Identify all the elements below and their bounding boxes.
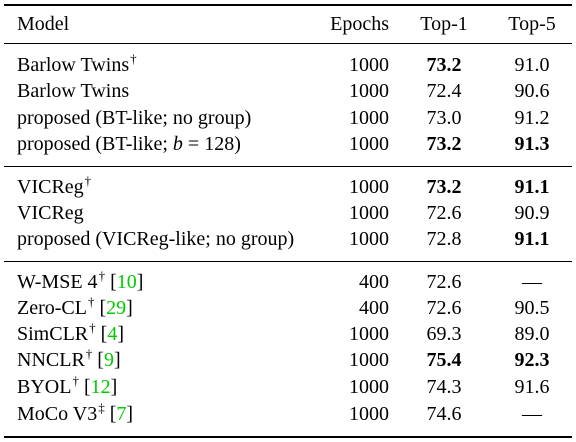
top1-value: 72.6 <box>426 202 462 224</box>
footnote-mark: ‡ <box>98 400 105 415</box>
citation-link[interactable]: 9 <box>103 349 114 371</box>
model-name: SimCLR† [4] <box>17 320 124 345</box>
header-epochs: Epochs <box>330 13 389 35</box>
table-row: NNCLR† [9] 1000 75.4 92.3 <box>0 347 576 373</box>
footnote-mark: † <box>84 173 92 188</box>
model-name: proposed (BT-like; b = 128) <box>17 133 241 155</box>
table-row: Zero-CL† [29] 400 72.6 90.5 <box>0 295 576 321</box>
epochs-value: 1000 <box>349 376 389 398</box>
top5-value: 90.5 <box>514 297 550 319</box>
top5-value: 91.6 <box>514 376 550 398</box>
header-row: Model Epochs Top-1 Top-5 <box>0 11 576 37</box>
model-name: proposed (VICReg-like; no group) <box>17 228 295 250</box>
epochs-value: 1000 <box>349 80 389 102</box>
top5-value: 91.2 <box>514 107 550 129</box>
top5-value: — <box>522 271 542 293</box>
top5-value: 92.3 <box>514 349 550 371</box>
top5-value: 91.1 <box>514 228 550 250</box>
top1-value: 72.8 <box>426 228 462 250</box>
epochs-value: 400 <box>359 271 389 293</box>
top1-value: 74.3 <box>426 376 462 398</box>
model-name: Zero-CL† [29] <box>17 294 133 319</box>
footnote-mark: † <box>72 373 79 388</box>
model-name: MoCo V3‡ [7] <box>17 400 134 425</box>
bottom-rule <box>4 436 572 438</box>
footnote-mark: † <box>89 320 96 335</box>
top1-value: 74.6 <box>426 403 462 425</box>
top1-value: 69.3 <box>426 323 462 345</box>
top5-value: 91.1 <box>514 176 550 198</box>
citation-link[interactable]: 10 <box>116 271 137 293</box>
top1-value: 73.2 <box>426 54 462 76</box>
batch-variable: b <box>172 133 183 155</box>
header-model: Model <box>17 13 70 35</box>
top-rule <box>4 4 572 6</box>
epochs-value: 400 <box>359 297 389 319</box>
table-row: SimCLR† [4] 1000 69.3 89.0 <box>0 321 576 347</box>
header-top5: Top-5 <box>508 13 556 35</box>
top5-value: 89.0 <box>514 323 550 345</box>
model-name: NNCLR† [9] <box>17 346 121 371</box>
epochs-value: 1000 <box>349 403 389 425</box>
top1-value: 72.4 <box>426 80 462 102</box>
table-row: BYOL† [12] 1000 74.3 91.6 <box>0 374 576 400</box>
citation-link[interactable]: 29 <box>106 297 127 319</box>
top1-value: 72.6 <box>426 297 462 319</box>
epochs-value: 1000 <box>349 107 389 129</box>
top1-value: 73.2 <box>426 176 462 198</box>
top5-value: 90.9 <box>514 202 550 224</box>
footnote-mark: † <box>85 346 93 361</box>
epochs-value: 1000 <box>349 349 389 371</box>
citation-link[interactable]: 4 <box>107 323 118 345</box>
table-row: MoCo V3‡ [7] 1000 74.6 — <box>0 401 576 427</box>
model-name: VICReg <box>17 202 84 224</box>
top1-value: 72.6 <box>426 271 462 293</box>
table-row: W-MSE 4† [10] 400 72.6 — <box>0 269 576 295</box>
model-name: BYOL† [12] <box>17 373 118 398</box>
top5-value: — <box>522 403 542 425</box>
model-name: Barlow Twins† <box>17 51 137 76</box>
footnote-mark: † <box>130 51 137 66</box>
top1-value: 73.0 <box>426 107 462 129</box>
top5-value: 91.3 <box>514 133 550 155</box>
epochs-value: 1000 <box>349 133 389 155</box>
top5-value: 91.0 <box>514 54 550 76</box>
table-row: VICReg 1000 72.6 90.9 <box>0 200 576 226</box>
header-top1: Top-1 <box>420 13 468 35</box>
citation-link[interactable]: 12 <box>90 376 111 398</box>
epochs-value: 1000 <box>349 176 389 198</box>
table-row: Barlow Twins 1000 72.4 90.6 <box>0 78 576 104</box>
epochs-value: 1000 <box>349 323 389 345</box>
table-row: VICReg† 1000 73.2 91.1 <box>0 174 576 200</box>
table-row: proposed (BT-like; b = 128) 1000 73.2 91.3 <box>0 131 576 157</box>
top1-value: 73.2 <box>426 133 462 155</box>
model-name: W-MSE 4† [10] <box>17 268 144 293</box>
citation-link[interactable]: 7 <box>116 403 127 425</box>
group-divider-1 <box>4 166 572 167</box>
epochs-value: 1000 <box>349 228 389 250</box>
epochs-value: 1000 <box>349 54 389 76</box>
model-name: proposed (BT-like; no group) <box>17 107 252 129</box>
footnote-mark: † <box>87 294 95 309</box>
table-row: Barlow Twins† 1000 73.2 91.0 <box>0 52 576 78</box>
model-name: VICReg† <box>17 173 92 198</box>
epochs-value: 1000 <box>349 202 389 224</box>
footnote-mark: † <box>98 268 106 283</box>
group-divider-2 <box>4 261 572 262</box>
table-row: proposed (BT-like; no group) 1000 73.0 91.2 <box>0 105 576 131</box>
header-rule <box>4 43 572 44</box>
table-row: proposed (VICReg-like; no group) 1000 72.8… <box>0 226 576 252</box>
top5-value: 90.6 <box>514 80 550 102</box>
model-name: Barlow Twins <box>17 80 130 102</box>
top1-value: 75.4 <box>426 349 462 371</box>
